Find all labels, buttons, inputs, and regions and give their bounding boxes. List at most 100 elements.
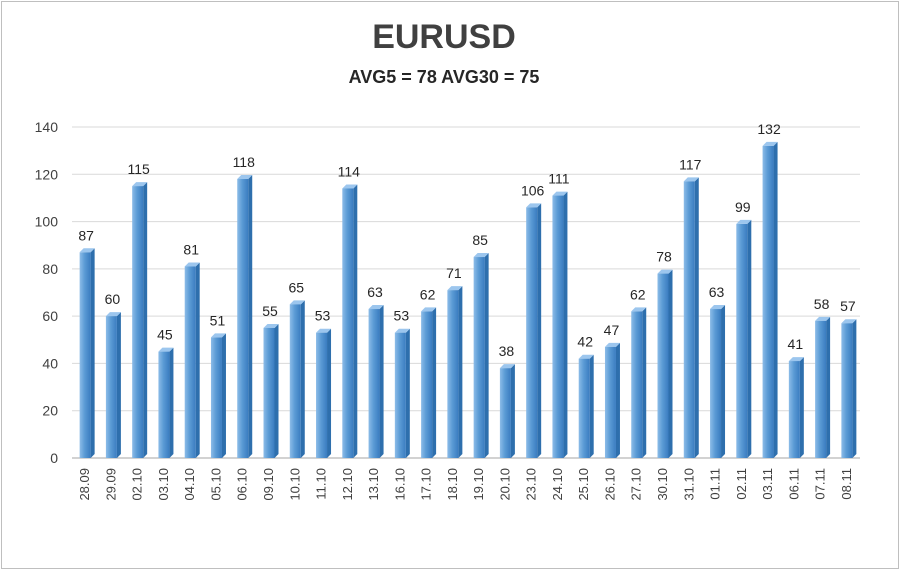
x-tick-label: 09.10 [261,468,276,501]
bar-side [432,307,437,458]
bar-top [473,253,489,258]
bar-top [710,305,726,310]
x-tick-label: 27.10 [629,468,644,501]
bar-front [578,358,590,458]
bar-top [447,286,463,291]
bar-top [499,364,515,369]
y-tick-label: 140 [35,119,59,135]
data-label: 55 [262,303,278,319]
bar-front [184,266,196,458]
bar-side [589,354,594,458]
bar-side [300,300,305,458]
bar [79,248,95,458]
x-tick-label: 07.11 [813,468,828,500]
bar [841,319,857,458]
bar-front [158,351,170,458]
x-tick-label: 02.11 [734,468,749,500]
bar-side [694,177,699,458]
bar [683,177,699,458]
bar-front [79,252,91,458]
bar [394,328,410,458]
y-tick-label: 60 [42,308,58,324]
chart-subtitle: AVG5 = 78 AVG30 = 75 [348,67,540,87]
bar [710,305,726,458]
bar-top [263,323,279,328]
bar-front [604,346,616,458]
data-label: 78 [656,249,672,265]
bar [552,191,568,459]
bar [368,305,384,458]
bar-top [815,316,831,321]
bar-front [289,304,301,458]
bar-side [537,203,542,458]
bar-side [116,312,121,458]
x-tick-label: 03.10 [156,468,171,501]
bar-front [841,323,853,458]
bar-front [342,188,354,458]
data-label: 41 [788,336,804,352]
bar-front [526,207,538,458]
bar-top [788,357,804,362]
bar [499,364,515,458]
bar-side [799,357,804,458]
y-tick-label: 100 [35,214,59,230]
x-tick-label: 26.10 [602,468,617,501]
x-tick-label: 08.11 [839,468,854,500]
x-tick-label: 06.10 [235,468,250,501]
chart-title: EURUSD [372,18,516,56]
bar-side [143,182,148,458]
x-tick-label: 24.10 [550,468,565,501]
x-tick-label: 30.10 [655,468,670,501]
bar-top [604,342,620,347]
data-labels: 87 60 115 45 81 51 118 55 65 53 114 63 53 62 71 85 38 106… [78,121,856,359]
bar-top [105,312,121,317]
bar [578,354,594,458]
x-tick-label: 28.09 [77,468,92,501]
y-tick-label: 40 [42,355,58,371]
x-tick-label: 25.10 [576,468,591,501]
bar [473,253,489,458]
bar [184,262,200,458]
bar-side [90,248,95,458]
bar-top [657,269,673,274]
bar [210,333,226,458]
bar [158,347,174,458]
data-label: 53 [315,308,331,324]
data-label: 62 [630,286,646,302]
x-tick-label: 16.10 [392,468,407,501]
bar-top [342,184,358,189]
data-label: 118 [233,154,256,170]
bar-top [368,305,384,310]
bar-side [405,328,410,458]
bar [631,307,647,458]
bar-side [826,316,831,458]
bar-top [132,182,148,187]
bar-front [132,186,144,458]
bar-side [327,328,332,458]
data-label: 53 [394,308,410,324]
bar-side [852,319,857,458]
bar [447,286,463,458]
bar-front [210,337,222,458]
bar [815,316,831,458]
bar [342,184,358,458]
bar [132,182,148,458]
bar [736,219,752,458]
bar-top [158,347,174,352]
x-tick-label: 10.10 [287,468,302,501]
bar-top [683,177,699,182]
bar-top [552,191,568,196]
y-tick-labels: 0 20 40 60 80 100 120 140 [35,119,59,466]
bar-side [773,141,778,458]
y-tick-label: 80 [42,261,58,277]
bar-front [657,273,669,458]
x-tick-label: 03.11 [760,468,775,500]
bar-top [79,248,95,253]
bar [762,141,778,458]
data-label: 45 [157,327,173,343]
bar-side [642,307,647,458]
data-label: 99 [735,199,751,215]
data-label: 65 [288,279,304,295]
x-tick-label: 12.10 [340,468,355,501]
bar-side [248,175,253,458]
